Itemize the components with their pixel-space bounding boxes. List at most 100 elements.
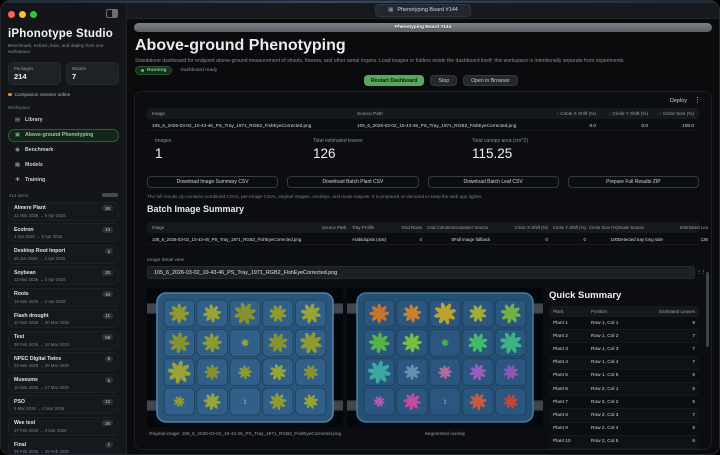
batch-col-scale-source: Scale Source [618,225,680,230]
qs-leaves: 7 [653,413,695,418]
project-count-badge: 8 [105,356,113,362]
project-count-badge: 12 [102,399,113,405]
project-item-soybean[interactable]: Soybean2012 Mar 2026 → 2 Apr 2026 [8,266,119,285]
download-batch-leaf-csv-button[interactable]: Download Batch Leaf CSV [428,176,559,188]
project-item-almere-plant[interactable]: Almere Plant2622 Mar 2026 → 5 Apr 2026 [8,202,119,221]
col-image: Image [152,111,357,116]
stop-button[interactable]: Stop [430,75,457,86]
prepare-full-results-zip-button[interactable]: Prepare Full Results ZIP [568,176,699,188]
running-status-label: Running [147,68,166,73]
project-dates: 23 Mar 2026 → 26 Mar 2026 [14,363,113,368]
kebab-menu-icon[interactable]: ⋮ [694,97,701,104]
sidebar-item-training[interactable]: ✚Training [8,174,119,187]
project-item-top: Almere Plant26 [14,205,113,211]
open-in-browser-button[interactable]: Open in Browser [463,75,518,86]
col-circle-x-shift[interactable]: ↕Circle X Shift (%) [538,111,596,116]
project-item-npec-digital-twins[interactable]: NPEC Digital Twins823 Mar 2026 → 26 Mar … [8,352,119,371]
download-image-summary-csv-button[interactable]: Download Image Summary CSV [147,176,278,188]
project-item-ecotron[interactable]: Ecotron131 Apr 2026 → 5 Apr 2026 [8,223,119,242]
deploy-button[interactable]: Deploy [670,98,687,104]
col-circle-size[interactable]: ↕Circle Size (%) [648,111,694,116]
project-item-top: NPEC Digital Twins8 [14,356,113,362]
status-row: Running Dashboard ready [135,66,217,75]
project-name: Roots [14,291,29,297]
project-count-badge: 40 [102,291,113,297]
models-stat-card: Models 7 [66,62,119,85]
list-scroll-indicator[interactable] [102,193,118,197]
batch-summary-title: Batch Image Summary [147,204,244,214]
qs-leaves: 7 [653,334,695,339]
project-item-final[interactable]: Final125 Feb 2026 → 25 Feb 2026 [8,438,119,455]
quick-summary-row: Plant 10Row 2, Col 56 [549,436,699,449]
app-window: iPhonotype Studio Benchmark, extract, tr… [0,0,720,455]
status-dot-icon [8,93,12,97]
sidebar-item-label: Benchmark [25,147,53,153]
image-select[interactable]: 105_6_2026-03-02_10-43-46_PS_Tray_1971_R… [147,266,695,279]
qs-position: Row 1, Col 4 [591,360,653,365]
project-name: Ecotron [14,227,34,233]
results-note: The full results zip contains combined C… [147,194,699,199]
qs-plant: Plant 7 [553,400,591,405]
project-item-museums[interactable]: Museums516 Mar 2026 → 17 Mar 2026 [8,374,119,393]
project-item-top: Flash drought11 [14,313,113,319]
board-banner-label: Phenotyping Board #144 [395,25,451,30]
tab-phenotyping-board[interactable]: ▦ Phenotyping Board #144 [375,4,471,17]
qs-plant: Plant 2 [553,334,591,339]
sidebar-toggle-icon[interactable] [106,9,118,18]
receiver-status-text: Companion receiver online [15,92,71,97]
restart-dashboard-button[interactable]: Restart Dashboard [364,75,424,86]
project-item-test[interactable]: Test6828 Feb 2026 → 16 Mar 2026 [8,331,119,350]
project-item-pso[interactable]: PSO125 Mar 2026 → 6 Mar 2026 [8,395,119,414]
sidebar-item-above-ground-phenotyping[interactable]: ▣Above-ground Phenotyping [8,129,119,142]
project-item-roots[interactable]: Roots4019 Mar 2026 → 2 Apr 2026 [8,288,119,307]
batch-col-source-path: Source Path [322,225,352,230]
cell-circle-size: 100.0 [648,123,694,128]
project-item-top: PSO12 [14,399,113,405]
workspace-label: Workspace [8,105,119,110]
select-handle-icon[interactable]: ⋮⋮ [696,270,705,276]
minimize-window-button[interactable] [19,11,26,18]
project-item-top: Roots 40 [14,291,113,297]
scrollbar-thumb[interactable] [706,272,709,347]
canopy-total-label: Total canopy area (cm^2) [472,138,528,144]
project-item-flash-drought[interactable]: Flash drought1110 Mar 2026 → 30 Mar 2026 [8,309,119,328]
qs-position: Row 2, Col 4 [591,426,653,431]
project-item-top: Ecotron13 [14,227,113,233]
board-grid-icon: ▦ [388,7,393,13]
project-count-badge: 68 [102,334,113,340]
sidebar-item-library[interactable]: ▤Library [8,114,119,127]
image-table-row: 105_6_2026-03-02_10-43-46_PS_Tray_1971_R… [147,120,699,131]
quick-summary-row: Plant 1Row 1, Col 19 [549,317,699,330]
sidebar-item-models[interactable]: ▦Models [8,159,119,172]
close-window-button[interactable] [8,11,15,18]
qs-leaves: 6 [653,373,695,378]
batch-col-image: Image [152,225,322,230]
original-tray-image: 1 [147,288,343,427]
deploy-row: Deploy ⋮ [670,97,701,104]
project-dates: 10 Mar 2026 → 30 Mar 2026 [14,320,113,325]
qs-leaves: 8 [653,426,695,431]
canopy-total-value: 115.25 [472,146,528,161]
col-circle-y-shift[interactable]: ↕Circle Y Shift (%) [596,111,648,116]
library-icon: ▤ [14,117,21,123]
project-name: Museums [14,377,38,383]
qs-leaves: 6 [653,387,695,392]
quick-summary-header: Plant Position Estimated Leaves [549,306,699,317]
project-item-top: Museums5 [14,377,113,383]
sort-icon: ↕ [557,111,559,116]
batch-col-grid-rows: Grid Rows [400,225,422,230]
qs-leaves: 5 [653,400,695,405]
quick-summary-row: Plant 7Row 2, Col 25 [549,396,699,409]
project-item-desktop-root-import[interactable]: Desktop Root Import320 Jun 2025 → 2 Apr … [8,245,119,264]
project-item-top: Wee test20 [14,420,113,426]
download-batch-plant-csv-button[interactable]: Download Batch Plant CSV [287,176,418,188]
qs-col-position: Position [591,309,653,314]
project-item-wee-test[interactable]: Wee test2027 Feb 2026 → 4 Mar 2026 [8,417,119,436]
qs-position: Row 2, Col 2 [591,400,653,405]
phenotyping-icon: ▣ [14,132,21,138]
sidebar-item-benchmark[interactable]: ◉Benchmark [8,144,119,157]
images-total-value: 1 [155,146,171,161]
leaves-total-label: Total estimated leaves [313,138,362,144]
maximize-window-button[interactable] [30,11,37,18]
quick-summary-row: Plant 3Row 1, Col 37 [549,343,699,356]
